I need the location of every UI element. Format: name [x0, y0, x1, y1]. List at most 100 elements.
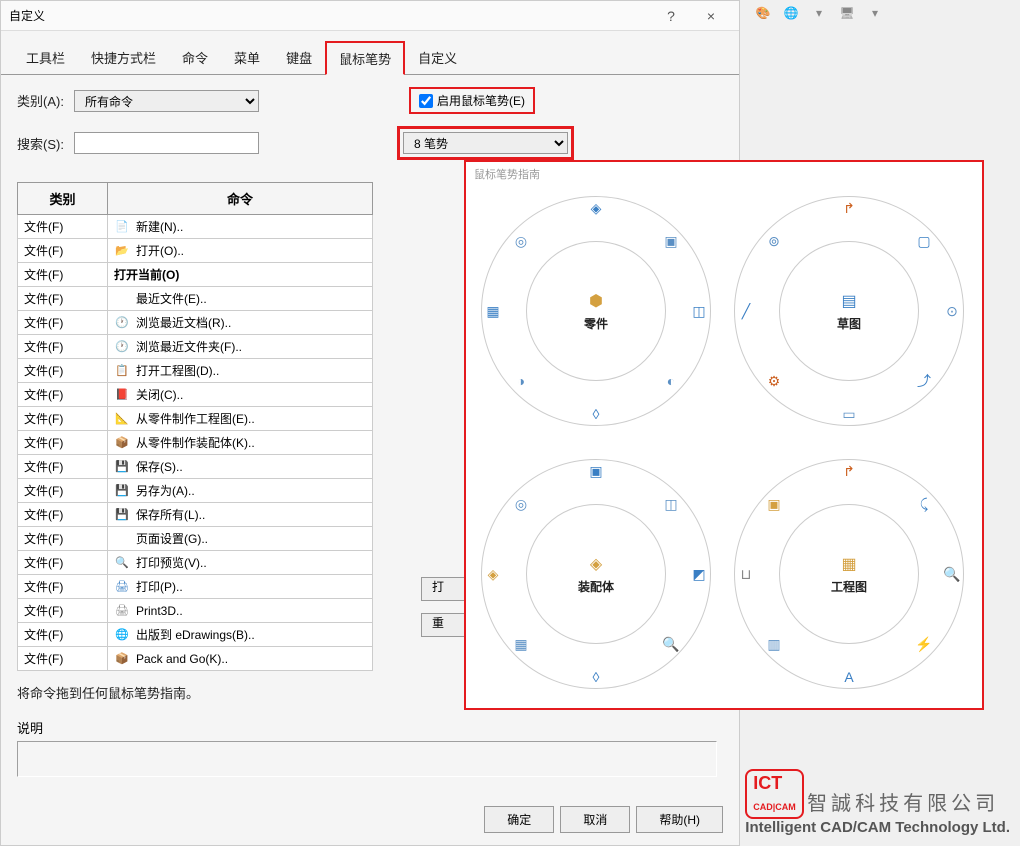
wheel-slot-icon[interactable]: ▣ — [586, 461, 606, 481]
cell-category: 文件(F) — [18, 575, 108, 599]
toolbar-icon[interactable]: 🌐 — [780, 2, 802, 24]
search-input[interactable] — [74, 132, 259, 154]
gesture-wheel-零件[interactable]: ⬢零件◈▣◫◐◊◑▦◎ — [481, 196, 711, 426]
gesture-wheel-草图[interactable]: ▤草图↱▢⊙⤴▭⚙╱⊚ — [734, 196, 964, 426]
tab-命令[interactable]: 命令 — [169, 41, 221, 75]
wheel-slot-icon[interactable]: ⤹ — [914, 494, 934, 514]
ok-button[interactable]: 确定 — [484, 806, 554, 833]
wheel-slot-icon[interactable]: ▥ — [764, 634, 784, 654]
tab-键盘[interactable]: 键盘 — [273, 41, 325, 75]
gesture-wheel-装配体[interactable]: ◈装配体▣◫◩🔍◊▦◈◎ — [481, 459, 711, 689]
close-icon[interactable]: × — [691, 2, 731, 30]
table-row[interactable]: 文件(F)📕关闭(C).. — [18, 383, 373, 407]
cell-command: 📦Pack and Go(K).. — [108, 647, 373, 671]
tab-菜单[interactable]: 菜单 — [221, 41, 273, 75]
wheel-slot-icon[interactable]: ◐ — [661, 371, 681, 391]
tab-鼠标笔势[interactable]: 鼠标笔势 — [325, 41, 405, 75]
wheel-slot-icon[interactable]: ↱ — [839, 461, 859, 481]
table-row[interactable]: 文件(F)📐从零件制作工程图(E).. — [18, 407, 373, 431]
table-row[interactable]: 文件(F)🖨打印(P).. — [18, 575, 373, 599]
wheel-slot-icon[interactable]: 🔍 — [661, 634, 681, 654]
wheel-label: 草图 — [837, 315, 861, 332]
gesture-count-select[interactable]: 8 笔势 — [403, 132, 568, 154]
table-row[interactable]: 文件(F)📂打开(O).. — [18, 239, 373, 263]
wheel-slot-icon[interactable]: ◩ — [689, 564, 709, 584]
tab-自定义[interactable]: 自定义 — [405, 41, 470, 75]
wheel-slot-icon[interactable]: ◫ — [689, 301, 709, 321]
wheel-slot-icon[interactable]: ⚙ — [764, 371, 784, 391]
wheel-slot-icon[interactable]: ⊚ — [764, 231, 784, 251]
table-row[interactable]: 文件(F)💾保存所有(L).. — [18, 503, 373, 527]
cell-command: 打开当前(O) — [108, 263, 373, 287]
wheel-slot-icon[interactable]: ◈ — [586, 198, 606, 218]
wheel-slot-icon[interactable]: ◈ — [483, 564, 503, 584]
cell-command: 💾保存(S).. — [108, 455, 373, 479]
enable-gesture-input[interactable] — [419, 94, 433, 108]
tab-工具栏[interactable]: 工具栏 — [13, 41, 78, 75]
wheel-slot-icon[interactable]: ◊ — [586, 667, 606, 687]
cell-category: 文件(F) — [18, 311, 108, 335]
partial-btn-1[interactable]: 打 — [421, 577, 465, 601]
wheel-slot-icon[interactable]: ▭ — [839, 404, 859, 424]
command-text: 关闭(C).. — [136, 386, 183, 403]
wheel-slot-icon[interactable]: ▢ — [914, 231, 934, 251]
table-row[interactable]: 文件(F)页面设置(G).. — [18, 527, 373, 551]
table-row[interactable]: 文件(F)💾保存(S).. — [18, 455, 373, 479]
toolbar-icon[interactable]: ▾ — [864, 2, 886, 24]
wheel-slot-icon[interactable]: 🔍 — [942, 564, 962, 584]
table-row[interactable]: 文件(F)📦从零件制作装配体(K).. — [18, 431, 373, 455]
table-row[interactable]: 文件(F)📋打开工程图(D).. — [18, 359, 373, 383]
command-icon: 🕐 — [114, 339, 130, 355]
wheel-slot-icon[interactable]: ⚡ — [914, 634, 934, 654]
wheel-slot-icon[interactable]: ╱ — [736, 301, 756, 321]
wheel-slot-icon[interactable]: ◑ — [511, 371, 531, 391]
wheel-slot-icon[interactable]: ▣ — [661, 231, 681, 251]
partial-buttons: 打 重 — [421, 577, 465, 637]
table-row[interactable]: 文件(F)📦Pack and Go(K).. — [18, 647, 373, 671]
table-row[interactable]: 文件(F)🖨Print3D.. — [18, 599, 373, 623]
wheel-slot-icon[interactable]: ◎ — [511, 231, 531, 251]
wheel-slot-icon[interactable]: ◊ — [586, 404, 606, 424]
table-row[interactable]: 文件(F)📄新建(N).. — [18, 215, 373, 239]
wheel-slot-icon[interactable]: ↱ — [839, 198, 859, 218]
category-select[interactable]: 所有命令 — [74, 90, 259, 112]
help-icon[interactable]: ? — [651, 2, 691, 30]
gesture-guide-panel: 鼠标笔势指南 ⬢零件◈▣◫◐◊◑▦◎▤草图↱▢⊙⤴▭⚙╱⊚◈装配体▣◫◩🔍◊▦◈… — [464, 160, 984, 710]
command-text: 从零件制作工程图(E).. — [136, 410, 255, 427]
command-text: 打开当前(O) — [114, 266, 179, 283]
wheel-slot-icon[interactable]: ▦ — [511, 634, 531, 654]
toolbar-icon[interactable]: ▾ — [808, 2, 830, 24]
wheel-slot-icon[interactable]: ⤴ — [914, 371, 934, 391]
command-text: 从零件制作装配体(K).. — [136, 434, 255, 451]
table-row[interactable]: 文件(F)打开当前(O) — [18, 263, 373, 287]
tab-快捷方式栏[interactable]: 快捷方式栏 — [78, 41, 169, 75]
toolbar-icon[interactable]: 🎨 — [752, 2, 774, 24]
toolbar-icon[interactable]: 🖥 — [836, 2, 858, 24]
enable-gesture-checkbox[interactable]: 启用鼠标笔势(E) — [409, 87, 535, 114]
partial-btn-2[interactable]: 重 — [421, 613, 465, 637]
wheel-slot-icon[interactable]: ◫ — [661, 494, 681, 514]
table-row[interactable]: 文件(F)🕐浏览最近文档(R).. — [18, 311, 373, 335]
wheel-slot-icon[interactable]: ▦ — [483, 301, 503, 321]
cell-command: 最近文件(E).. — [108, 287, 373, 311]
table-row[interactable]: 文件(F)💾另存为(A).. — [18, 479, 373, 503]
cancel-button[interactable]: 取消 — [560, 806, 630, 833]
help-button[interactable]: 帮助(H) — [636, 806, 723, 833]
table-row[interactable]: 文件(F)🕐浏览最近文件夹(F).. — [18, 335, 373, 359]
table-row[interactable]: 文件(F)最近文件(E).. — [18, 287, 373, 311]
wheel-slot-icon[interactable]: ▣ — [764, 494, 784, 514]
wheel-slot-icon[interactable]: ⊙ — [942, 301, 962, 321]
table-row[interactable]: 文件(F)🔍打印预览(V).. — [18, 551, 373, 575]
wheel-slot-icon[interactable]: A — [839, 667, 859, 687]
table-row[interactable]: 文件(F)🌐出版到 eDrawings(B).. — [18, 623, 373, 647]
command-text: Print3D.. — [136, 604, 183, 618]
titlebar: 自定义 ? × — [1, 1, 739, 31]
wheel-slot-icon[interactable]: ◎ — [511, 494, 531, 514]
cell-command: 页面设置(G).. — [108, 527, 373, 551]
wheel-label: 工程图 — [831, 578, 867, 595]
gesture-wheel-工程图[interactable]: ▦工程图↱⤹🔍⚡A▥⊔▣ — [734, 459, 964, 689]
wheel-slot-icon[interactable]: ⊔ — [736, 564, 756, 584]
cell-category: 文件(F) — [18, 383, 108, 407]
cell-command: 📕关闭(C).. — [108, 383, 373, 407]
enable-gesture-label: 启用鼠标笔势(E) — [437, 92, 525, 109]
